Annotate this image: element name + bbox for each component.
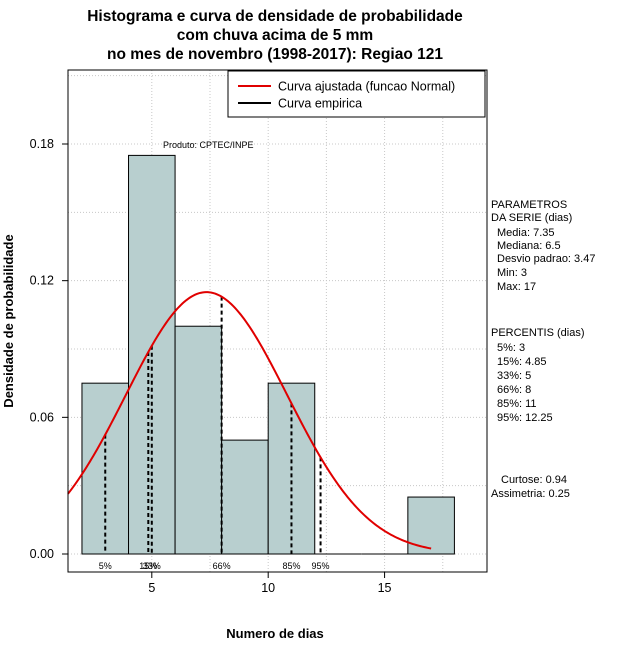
x-tick-label: 10 [261,581,275,595]
parametros-heading-2: DA SERIE (dias) [491,212,572,224]
percentis-p33: 33%: 5 [497,370,531,382]
axis-ticks: 5 10 15 0.00 0.06 0.12 0.18 [30,137,392,595]
percentis-heading: PERCENTIS (dias) [491,327,585,339]
fitted-normal-curve [67,291,432,550]
parametros-min: Min: 3 [497,267,527,279]
parametros-media: Media: 7.35 [497,227,554,239]
x-axis-title: Numero de dias [226,626,324,641]
percentile-label: 66% [213,561,231,571]
chart-title-line-3: no mes de novembro (1998-2017): Regiao 1… [107,46,443,63]
y-tick-label: 0.06 [30,410,54,424]
percentile-label: 85% [282,561,300,571]
x-tick-label: 5 [148,581,155,595]
histogram-bar [221,439,269,555]
x-tick-label: 15 [378,581,392,595]
percentile-label: 5% [99,561,112,571]
parametros-mediana: Mediana: 6.5 [497,240,561,252]
y-axis-title: Densidade de probabilidade [1,234,16,407]
percentis-p85: 85%: 11 [497,398,537,410]
parametros-max: Max: 17 [497,281,536,293]
percentis-p15: 15%: 4.85 [497,356,547,368]
histogram-bar [174,325,223,555]
y-tick-label: 0.18 [30,137,54,151]
legend-label-empirical: Curva empirica [278,97,362,111]
percentis-p95: 95%: 12.25 [497,412,553,424]
fitted-curve [67,291,432,550]
legend-label-fitted: Curva ajustada (funcao Normal) [278,80,455,94]
percentile-label: 33% [143,561,161,571]
plot-frame [67,69,488,573]
y-tick-label: 0.00 [30,547,54,561]
percentis-panel: PERCENTIS (dias) 5%: 3 15%: 4.85 33%: 5 … [491,327,585,424]
percentis-p5: 5%: 3 [497,342,525,354]
chart-title-line-2: com chuva acima de 5 mm [177,27,373,44]
shape-panel: Curtose: 0.94 Assimetria: 0.25 [491,474,570,500]
credit-label: Produto: CPTEC/INPE [163,140,254,150]
parametros-heading-1: PARAMETROS [491,199,567,211]
histogram-bars [81,154,455,555]
legend: Curva ajustada (funcao Normal) Curva emp… [227,70,486,118]
assimetria-label: Assimetria: 0.25 [491,488,570,500]
percentile-label: 95% [312,561,330,571]
parametros-panel: PARAMETROS DA SERIE (dias) Media: 7.35 M… [491,199,595,293]
percentile-label: 15% [139,561,157,571]
legend-box [227,70,486,118]
chart-title-line-1: Histograma e curva de densidade de proba… [87,8,463,25]
percentis-p66: 66%: 8 [497,384,531,396]
curtose-label: Curtose: 0.94 [501,474,567,486]
y-tick-label: 0.12 [30,274,54,288]
histogram-bar [81,382,130,555]
percentile-lines: 5% 15%33% 66% 85% 95% [99,296,330,571]
parametros-desvio: Desvio padrao: 3.47 [497,253,595,265]
